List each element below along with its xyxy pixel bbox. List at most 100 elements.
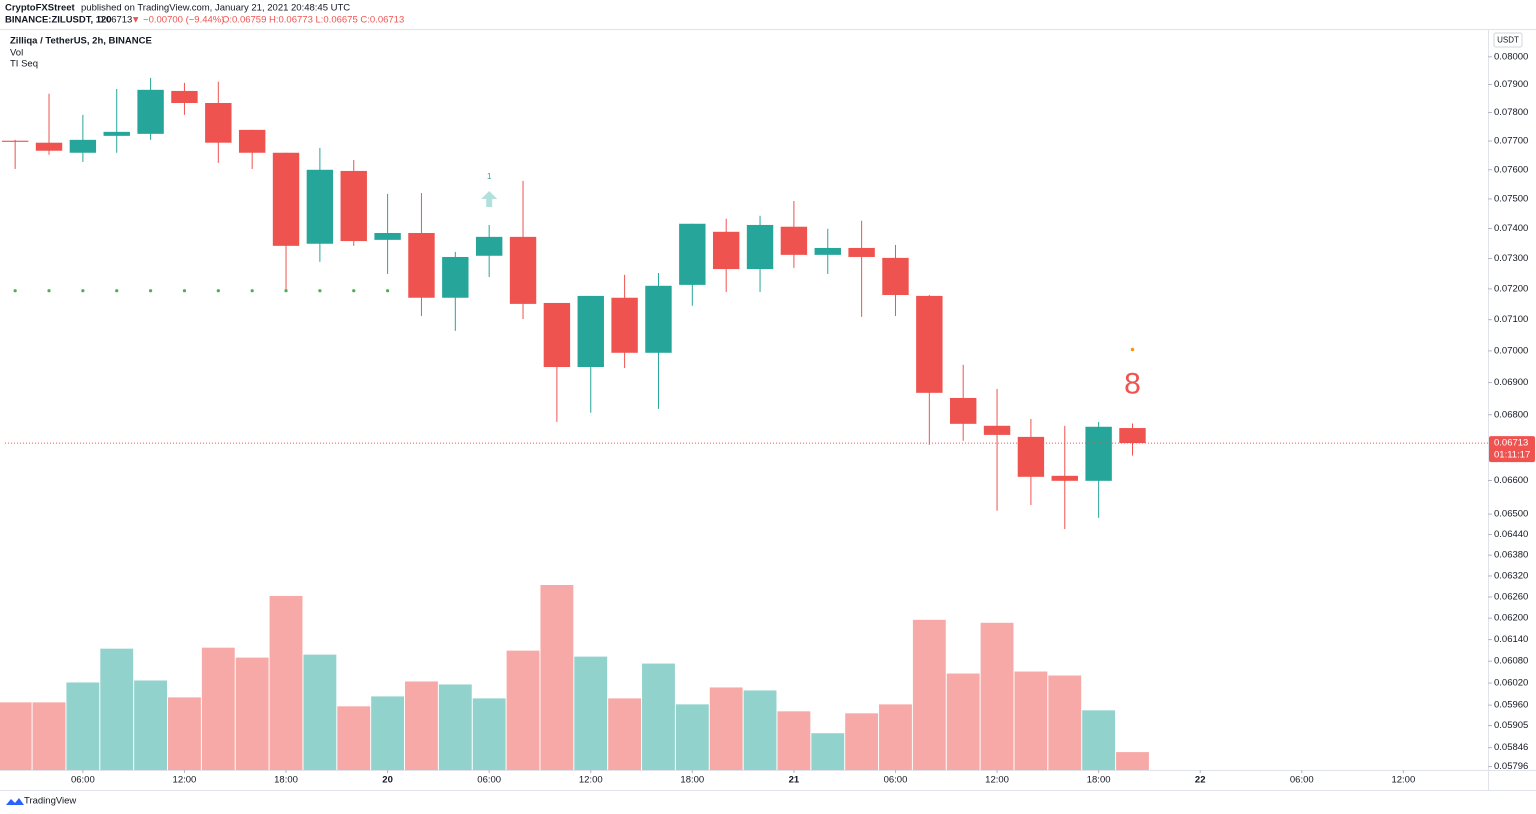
- last: 0.06713: [98, 15, 132, 26]
- candle-body: [205, 102, 232, 143]
- seq-label: 8: [1124, 367, 1141, 400]
- x-tick-label: 06:00: [884, 775, 908, 786]
- volume-bar: [912, 619, 946, 770]
- candle-body: [1, 140, 29, 142]
- y-tick-label: 0.06020: [1494, 678, 1528, 689]
- x-tick-label: 22: [1195, 775, 1206, 786]
- price-tag: [1489, 436, 1535, 463]
- candle-body: [882, 257, 909, 295]
- y-tick-label: 0.08000: [1494, 51, 1528, 62]
- y-tick-label: 0.07500: [1494, 193, 1528, 204]
- volume-bar: [946, 673, 980, 770]
- candle-body: [238, 129, 266, 153]
- candle-body: [35, 142, 63, 151]
- y-tick-label: 0.07900: [1494, 79, 1528, 90]
- candle-body: [780, 226, 808, 255]
- x-tick-label: 21: [789, 775, 800, 786]
- volume-bar: [743, 690, 777, 770]
- volume-bar: [879, 704, 912, 770]
- x-tick-label: 12:00: [1391, 775, 1415, 786]
- x-tick-label: 06:00: [477, 775, 501, 786]
- y-tick-label: 0.05846: [1494, 742, 1528, 753]
- seq-label: 1: [487, 172, 492, 181]
- tdst-dot: [216, 289, 220, 293]
- tdst-dot: [81, 289, 85, 293]
- tdst-dot: [47, 289, 51, 293]
- x-tick-label: 12:00: [985, 775, 1009, 786]
- seq-marker: [1130, 347, 1135, 352]
- volume-bar: [337, 706, 371, 770]
- candle-body: [848, 247, 875, 257]
- volume-bar: [0, 702, 32, 770]
- volume-bar: [100, 648, 134, 770]
- ohlc: O:0.06759 H:0.06773 L:0.06675 C:0.06713: [222, 15, 404, 26]
- candle-body: [1051, 475, 1078, 481]
- brand: TradingView: [24, 796, 76, 807]
- y-tick-label: 0.05905: [1494, 720, 1528, 731]
- candle-body: [543, 302, 571, 368]
- volume-bar: [472, 698, 506, 770]
- candle-body: [306, 169, 334, 244]
- candle-body: [746, 224, 774, 270]
- volume-bar: [506, 650, 540, 770]
- currency: USDT: [1497, 36, 1519, 45]
- candle-body: [611, 297, 638, 353]
- y-tick-label: 0.07800: [1494, 107, 1528, 118]
- volume-bar: [405, 681, 438, 770]
- y-tick-label: 0.06900: [1494, 377, 1528, 388]
- volume-bar: [168, 697, 201, 770]
- x-tick-label: 20: [382, 775, 393, 786]
- candle-body: [1119, 428, 1146, 444]
- candle-body: [408, 232, 435, 298]
- volume-bar: [642, 663, 675, 770]
- volume-bar: [235, 657, 269, 770]
- x-tick-label: 06:00: [71, 775, 95, 786]
- y-tick-label: 0.07700: [1494, 136, 1528, 147]
- tdst-dot: [115, 289, 119, 293]
- candle-body: [475, 236, 503, 256]
- y-tick-label: 0.06320: [1494, 570, 1528, 581]
- y-tick-label: 0.06140: [1494, 634, 1528, 645]
- volume-bar: [540, 585, 574, 770]
- volume-bar: [1116, 752, 1149, 770]
- volume-bar: [303, 654, 337, 770]
- symbol: BINANCE:ZILUSDT, 120: [5, 15, 112, 26]
- volume-bar: [574, 656, 608, 770]
- candle-body: [916, 295, 943, 393]
- publisher: CryptoFXStreet: [5, 3, 76, 14]
- candle-body: [712, 231, 740, 270]
- y-tick-label: 0.07600: [1494, 164, 1528, 175]
- candle-body: [272, 152, 300, 246]
- tdst-dot: [182, 289, 187, 293]
- candle-body: [814, 247, 841, 255]
- y-tick-label: 0.06380: [1494, 550, 1528, 561]
- volume-bar: [709, 687, 743, 770]
- last-price: 0.06713: [1494, 438, 1528, 449]
- currency-box[interactable]: [1493, 32, 1523, 48]
- y-tick-label: 0.06080: [1494, 656, 1528, 667]
- candle-body: [983, 425, 1011, 435]
- candle-body: [509, 236, 537, 304]
- volume-bar: [438, 684, 472, 770]
- tdst-dot: [386, 289, 390, 293]
- y-tick-label: 0.06600: [1494, 475, 1528, 486]
- x-tick-label: 18:00: [274, 775, 298, 786]
- candle-body: [442, 256, 469, 298]
- volume-bar: [845, 713, 879, 770]
- chart-title: Zilliqa / TetherUS, 2h, BINANCE: [10, 36, 152, 47]
- candle-body: [374, 232, 401, 240]
- y-tick-label: 0.06200: [1494, 613, 1528, 624]
- volume-bar: [777, 711, 811, 770]
- seq-arrow: [481, 190, 498, 207]
- candle-body: [1085, 426, 1112, 481]
- candle-body: [340, 170, 367, 242]
- countdown: 01:11:17: [1494, 450, 1530, 461]
- volume-bar: [1014, 671, 1048, 770]
- candle-body: [949, 397, 977, 424]
- x-tick-label: 12:00: [173, 775, 197, 786]
- candle-body: [171, 90, 198, 103]
- tdst-dot: [13, 289, 17, 293]
- volume-bar: [201, 647, 235, 770]
- x-tick-label: 06:00: [1290, 775, 1314, 786]
